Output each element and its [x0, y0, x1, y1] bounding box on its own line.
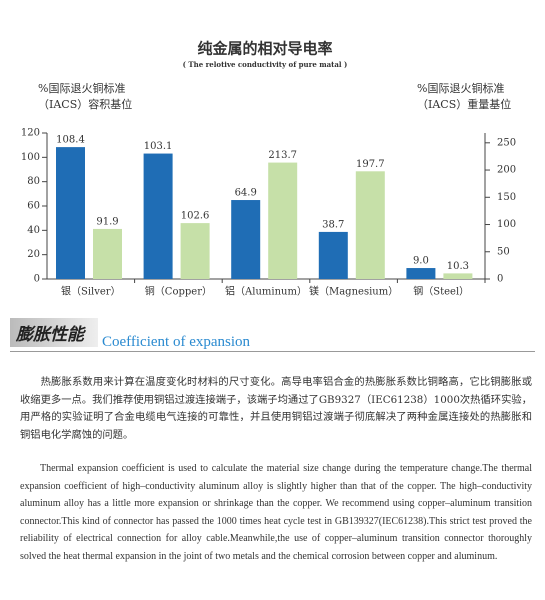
y-tick-label: 80 — [27, 176, 40, 187]
y-tick-label: 0 — [34, 274, 40, 285]
bar — [268, 162, 298, 279]
section-title: 膨胀性能 — [10, 318, 98, 347]
paragraph: Thermal expansion coefficient is used to… — [20, 463, 532, 562]
y-tick-label: 120 — [21, 128, 40, 139]
value-label: 9.0 — [413, 256, 429, 267]
bar — [143, 153, 173, 279]
value-label: 197.7 — [356, 159, 385, 170]
bar — [56, 147, 85, 279]
y2-tick-label: 250 — [497, 137, 516, 148]
y2-tick-label: 200 — [497, 165, 516, 176]
value-label: 103.1 — [144, 141, 173, 152]
x-tick-label: 镁（Magnesium） — [309, 285, 398, 298]
y-axis-label: （IACS）容积基位 — [38, 97, 132, 111]
value-label: 91.9 — [96, 216, 118, 227]
y-tick-label: 40 — [27, 225, 40, 236]
y-axis-label: %国际退火铜标准 — [38, 81, 125, 95]
y2-axis-label: （IACS）重量基位 — [417, 97, 511, 111]
y2-tick-label: 0 — [497, 274, 503, 285]
bar — [231, 200, 261, 279]
value-label: 108.4 — [56, 135, 85, 146]
chart-subtitle: ( The relotive conductivity of pure mata… — [183, 60, 348, 69]
bar — [318, 231, 348, 279]
y2-tick-label: 150 — [497, 192, 516, 203]
y-tick-label: 20 — [27, 249, 40, 260]
value-label: 10.3 — [447, 261, 469, 272]
y-tick-label: 60 — [27, 201, 40, 212]
value-label: 102.6 — [181, 211, 210, 222]
value-label: 213.7 — [268, 150, 297, 161]
x-tick-label: 铜（Copper） — [145, 286, 212, 298]
y-tick-label: 100 — [21, 152, 40, 163]
y2-tick-label: 50 — [497, 246, 510, 257]
bar — [443, 273, 473, 279]
chart: 纯金属的相对导电率 ( The relotive conductivity of… — [21, 40, 516, 298]
bar — [180, 223, 210, 279]
x-tick-label: 铝（Aluminum） — [225, 286, 307, 298]
section-subtitle: Coefficient of expansion — [102, 334, 251, 350]
section-header: 膨胀性能 Coefficient of expansion — [0, 318, 545, 358]
bar — [93, 228, 122, 279]
value-label: 64.9 — [235, 188, 257, 199]
x-tick-label: 钢（Steel） — [413, 285, 469, 298]
chart-title: 纯金属的相对导电率 — [197, 40, 332, 58]
bar — [355, 171, 385, 279]
value-label: 38.7 — [322, 219, 344, 230]
paragraph: 热膨胀系数用来计算在温度变化时材料的尺寸变化。高导电率铝合金的热膨胀系数比铜略高… — [20, 376, 532, 441]
bar — [406, 268, 436, 279]
x-tick-label: 银（Silver） — [61, 285, 121, 298]
y2-axis-label: %国际退火铜标准 — [417, 81, 504, 95]
divider — [10, 351, 535, 352]
y2-tick-label: 100 — [497, 219, 516, 230]
